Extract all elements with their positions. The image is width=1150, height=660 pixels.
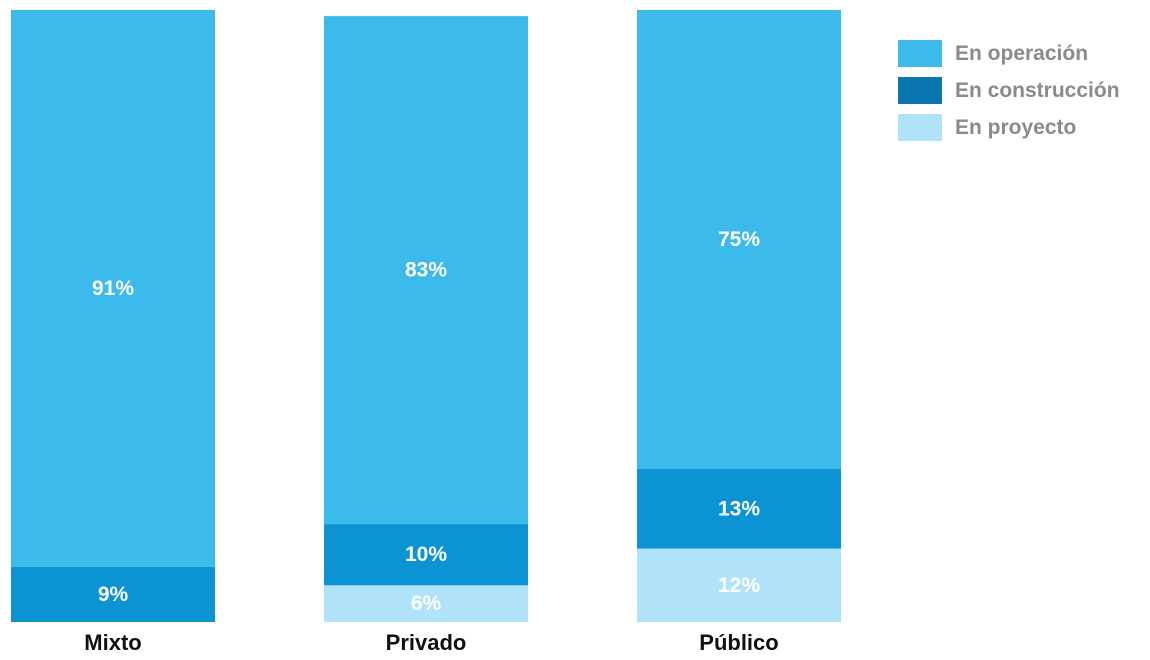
- category-label-publico: Público: [699, 630, 778, 655]
- bar-privado-en-proyecto: [324, 585, 528, 622]
- bar-publico-en-proyecto: [637, 548, 841, 622]
- category-label-mixto: Mixto: [84, 630, 141, 655]
- bar-publico-en-operacion: [637, 10, 841, 469]
- data-label-privado-en-operacion: 83%: [405, 259, 447, 282]
- data-label-privado-en-proyecto: 6%: [411, 592, 442, 615]
- legend-label-en-operacion: En operación: [955, 42, 1088, 65]
- legend-swatch-en-proyecto: [898, 114, 942, 141]
- legend-label-en-proyecto: En proyecto: [955, 116, 1076, 139]
- legend: En operación En construcción En proyecto: [898, 40, 1120, 141]
- bar-publico-en-construccion: [637, 469, 841, 549]
- legend-swatch-en-operacion: [898, 40, 942, 67]
- category-labels-layer: Mixto Privado Público: [84, 630, 778, 655]
- legend-label-en-construccion: En construcción: [955, 79, 1120, 102]
- bar-mixto-en-operacion: [11, 10, 215, 567]
- data-label-publico-en-operacion: 75%: [718, 228, 760, 251]
- data-label-mixto-en-construccion: 9%: [98, 583, 129, 606]
- data-label-publico-en-proyecto: 12%: [718, 574, 760, 597]
- data-label-publico-en-construccion: 13%: [718, 497, 760, 520]
- category-label-privado: Privado: [386, 630, 467, 655]
- bar-mixto-en-construccion: [11, 566, 215, 622]
- bar-privado-en-construccion: [324, 524, 528, 586]
- bar-privado-en-operacion: [324, 16, 528, 525]
- bars-layer: [11, 10, 841, 622]
- segment-labels-layer: 9% 91% 6% 10% 83% 12% 13% 75%: [92, 228, 760, 615]
- data-label-privado-en-construccion: 10%: [405, 543, 447, 566]
- data-label-mixto-en-operacion: 91%: [92, 277, 134, 300]
- legend-swatch-en-construccion: [898, 77, 942, 104]
